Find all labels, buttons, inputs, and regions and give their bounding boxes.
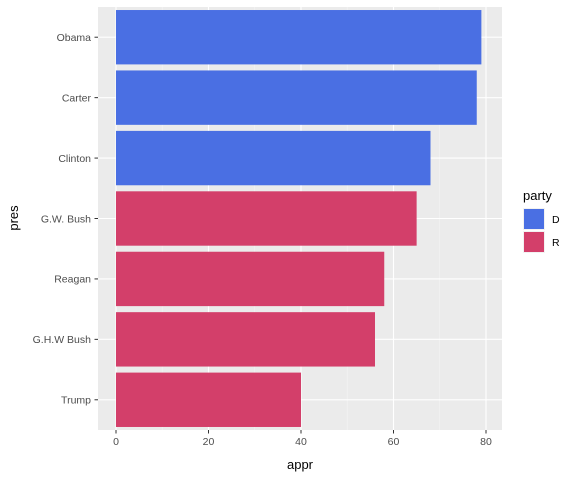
bar-g-h-w-bush bbox=[116, 312, 375, 367]
bar-clinton bbox=[116, 130, 431, 186]
legend-title: party bbox=[523, 188, 552, 203]
y-tick-label: Trump bbox=[61, 395, 91, 407]
x-tick-label: 80 bbox=[480, 436, 492, 448]
y-tick-label: G.W. Bush bbox=[41, 213, 91, 225]
y-tick-label: G.H.W Bush bbox=[33, 334, 92, 346]
bars bbox=[116, 10, 482, 427]
y-tick-label: Reagan bbox=[54, 274, 91, 286]
bar-obama bbox=[116, 10, 482, 65]
bar-reagan bbox=[116, 251, 385, 307]
legend-label: D bbox=[552, 214, 560, 226]
x-tick-label: 40 bbox=[295, 436, 307, 448]
bar-carter bbox=[116, 70, 477, 125]
legend: party DR bbox=[523, 188, 560, 253]
x-tick-label: 0 bbox=[113, 436, 119, 448]
x-axis-title: appr bbox=[287, 457, 314, 472]
y-axis: Obama Carter Clinton G.W. Bush Reagan G.H.W B… bbox=[33, 32, 98, 407]
legend-label: R bbox=[552, 237, 560, 249]
bar-trump bbox=[116, 372, 301, 427]
x-axis: 0 20 40 60 80 bbox=[113, 430, 492, 448]
y-tick-label: Carter bbox=[62, 92, 92, 104]
bar-g-w-bush bbox=[116, 191, 417, 246]
x-tick-label: 60 bbox=[388, 436, 400, 448]
y-axis-title: pres bbox=[6, 205, 21, 231]
legend-key-r bbox=[524, 232, 544, 252]
legend-key-d bbox=[524, 209, 544, 229]
y-tick-label: Clinton bbox=[58, 153, 91, 165]
x-tick-label: 20 bbox=[203, 436, 215, 448]
y-tick-label: Obama bbox=[57, 32, 92, 44]
